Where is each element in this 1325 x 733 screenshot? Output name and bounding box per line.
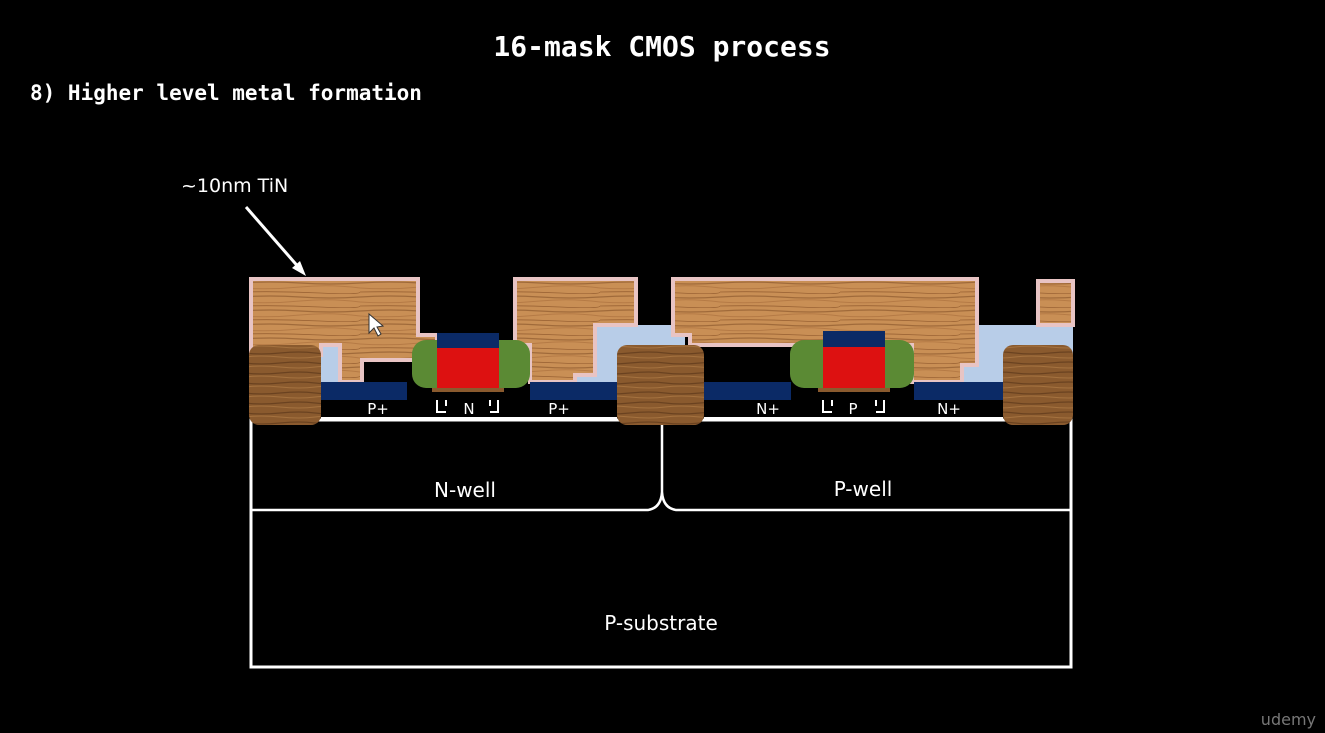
arrow-cursor-icon <box>368 312 385 337</box>
pmos-gate <box>412 333 530 392</box>
nmos-source-label: N+ <box>756 400 780 418</box>
sti-oxide-blocks <box>249 345 1073 425</box>
well-boundary <box>251 420 1071 512</box>
nmos-drain-label: N+ <box>937 400 961 418</box>
pmos-drain-label: P+ <box>548 400 570 418</box>
pwell-label: P-well <box>834 477 893 501</box>
nwell-label: N-well <box>434 478 496 502</box>
pmos-channel-label: N <box>463 400 474 418</box>
tin-callout-label: ~10nm TiN <box>181 175 288 197</box>
callout-arrow-icon <box>244 206 306 276</box>
junction-outlines <box>321 400 1003 419</box>
step-heading: 8) Higher level metal formation <box>30 81 422 105</box>
watermark-logo: udemy <box>1261 710 1316 729</box>
nmos-gate <box>790 331 914 392</box>
silicide-contacts <box>321 382 1003 400</box>
slide-title: 16-mask CMOS process <box>493 30 830 63</box>
substrate-label: P-substrate <box>604 611 718 635</box>
metal-layer <box>249 277 1075 384</box>
pmos-source-label: P+ <box>367 400 389 418</box>
nmos-channel-label: P <box>848 400 857 418</box>
